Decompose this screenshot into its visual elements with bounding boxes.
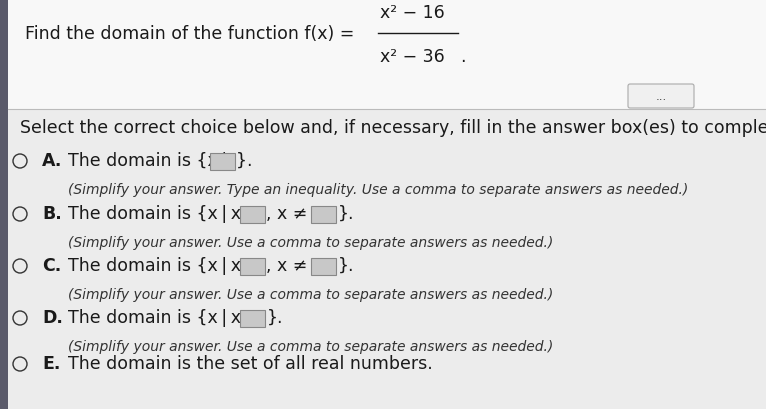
FancyBboxPatch shape [311, 258, 336, 274]
Text: The domain is {x | x ≥: The domain is {x | x ≥ [68, 257, 267, 275]
FancyBboxPatch shape [0, 0, 766, 109]
Text: Select the correct choice below and, if necessary, fill in the answer box(es) to: Select the correct choice below and, if … [20, 119, 766, 137]
Text: B.: B. [42, 205, 62, 223]
Text: C.: C. [42, 257, 61, 275]
Text: (Simplify your answer. Use a comma to separate answers as needed.): (Simplify your answer. Use a comma to se… [68, 236, 553, 250]
Text: x² − 36: x² − 36 [380, 48, 445, 66]
FancyBboxPatch shape [628, 84, 694, 108]
FancyBboxPatch shape [240, 258, 265, 274]
Text: (Simplify your answer. Use a comma to separate answers as needed.): (Simplify your answer. Use a comma to se… [68, 288, 553, 302]
Text: }.: }. [338, 257, 354, 275]
Text: The domain is {x | x ≠: The domain is {x | x ≠ [68, 309, 267, 327]
Text: (Simplify your answer. Type an inequality. Use a comma to separate answers as ne: (Simplify your answer. Type an inequalit… [68, 183, 688, 197]
Text: The domain is {x | x ≤: The domain is {x | x ≤ [68, 205, 267, 223]
FancyBboxPatch shape [0, 0, 8, 409]
Text: Find the domain of the function f(x) =: Find the domain of the function f(x) = [25, 25, 355, 43]
Text: The domain is {x |: The domain is {x | [68, 152, 231, 170]
FancyBboxPatch shape [210, 153, 235, 169]
Text: ...: ... [656, 90, 666, 103]
FancyBboxPatch shape [240, 310, 265, 326]
Text: , x ≠: , x ≠ [267, 257, 313, 275]
Text: (Simplify your answer. Use a comma to separate answers as needed.): (Simplify your answer. Use a comma to se… [68, 340, 553, 354]
Text: A.: A. [42, 152, 62, 170]
Text: .: . [460, 48, 466, 66]
Text: , x ≠: , x ≠ [267, 205, 313, 223]
Text: The domain is the set of all real numbers.: The domain is the set of all real number… [68, 355, 433, 373]
FancyBboxPatch shape [240, 205, 265, 222]
Text: }.: }. [267, 309, 283, 327]
Text: D.: D. [42, 309, 63, 327]
FancyBboxPatch shape [0, 109, 766, 409]
Text: E.: E. [42, 355, 61, 373]
Text: x² − 16: x² − 16 [380, 4, 445, 22]
Text: }.​: }.​ [237, 152, 253, 170]
FancyBboxPatch shape [311, 205, 336, 222]
Text: }.: }. [338, 205, 354, 223]
